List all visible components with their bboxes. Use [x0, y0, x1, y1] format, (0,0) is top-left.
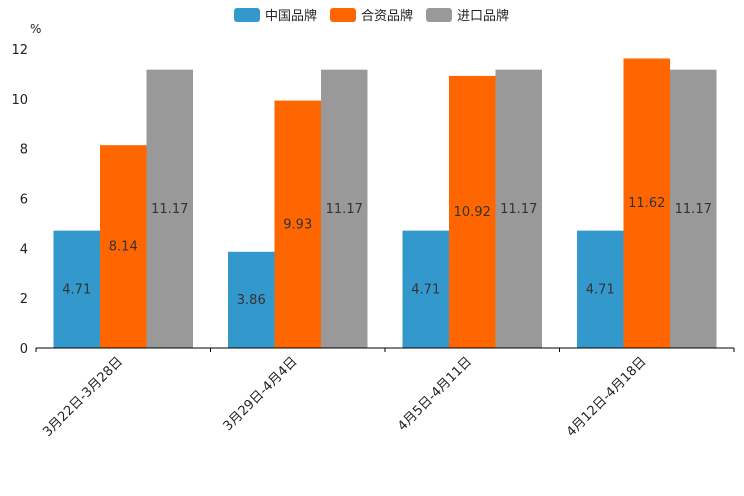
data-label: 4.71 — [411, 282, 440, 297]
legend-swatch — [330, 8, 356, 22]
y-axis-unit-label: % — [30, 22, 41, 36]
bar — [623, 58, 670, 349]
legend: 中国品牌 合资品牌 进口品牌 — [234, 8, 509, 24]
legend-swatch — [234, 8, 260, 22]
x-tick-label: 3月22日-3月28日 — [40, 354, 126, 440]
legend-item: 中国品牌 — [234, 8, 317, 24]
data-label: 11.17 — [151, 202, 188, 217]
bars: 4.71 3.86 4.71 4.71 8.14 9.93 10.92 11.62 11.17 1… — [53, 58, 717, 349]
legend-label: 合资品牌 — [361, 8, 413, 24]
bar — [577, 230, 624, 348]
x-tick-label: 4月5日-4月11日 — [395, 354, 475, 434]
data-label: 11.62 — [628, 196, 665, 211]
bar — [53, 230, 100, 348]
bar — [495, 69, 542, 348]
bar — [670, 69, 717, 348]
data-label: 8.14 — [109, 240, 138, 255]
legend-item: 合资品牌 — [330, 8, 413, 24]
data-label: 10.92 — [454, 205, 491, 220]
y-axis: 0 2 4 6 8 10 12 — [11, 43, 28, 357]
bar — [274, 100, 321, 348]
data-label: 9.93 — [283, 217, 312, 232]
bar — [228, 251, 275, 348]
data-label: 11.17 — [326, 202, 363, 217]
data-label: 4.71 — [62, 282, 91, 297]
data-label: 11.17 — [500, 202, 537, 217]
y-tick-label: 4 — [20, 242, 28, 257]
y-tick-label: 12 — [11, 43, 28, 58]
x-tick-label: 4月12日-4月18日 — [564, 354, 650, 440]
legend-item: 进口品牌 — [426, 8, 509, 24]
data-label: 11.17 — [675, 202, 712, 217]
data-label: 3.86 — [237, 293, 266, 308]
y-tick-label: 0 — [20, 342, 28, 357]
bar — [146, 69, 193, 348]
y-tick-label: 6 — [20, 193, 28, 208]
bar — [100, 145, 147, 348]
bar — [402, 230, 449, 348]
y-tick-label: 2 — [20, 292, 28, 307]
bar — [449, 75, 496, 348]
legend-label: 中国品牌 — [265, 8, 317, 24]
x-tick-label: 3月29日-4月4日 — [221, 354, 301, 434]
x-axis: 3月22日-3月28日 3月29日-4月4日 4月5日-4月11日 4月12日-4月1… — [35, 347, 735, 440]
bar — [321, 69, 368, 348]
y-tick-label: 8 — [20, 143, 28, 158]
data-label: 4.71 — [586, 282, 615, 297]
legend-swatch — [426, 8, 452, 22]
legend-label: 进口品牌 — [457, 8, 509, 24]
y-tick-label: 10 — [11, 93, 28, 108]
